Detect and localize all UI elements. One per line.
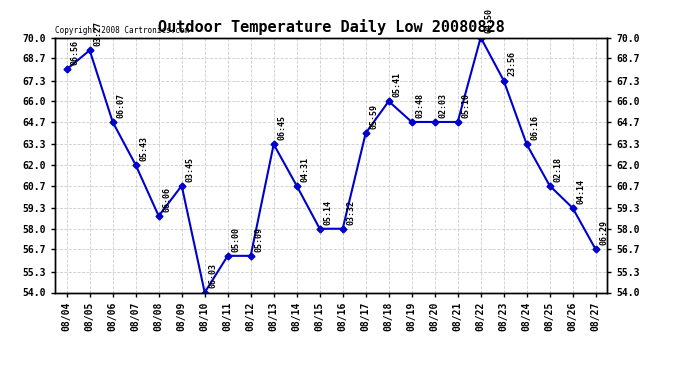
Text: 06:03: 06:03 [209,263,218,288]
Text: 05:41: 05:41 [393,72,402,97]
Text: 03:27: 03:27 [94,21,103,46]
Text: 05:43: 05:43 [140,136,149,161]
Text: 02:18: 02:18 [554,156,563,182]
Text: 06:56: 06:56 [71,40,80,65]
Text: 05:59: 05:59 [370,104,379,129]
Text: 06:45: 06:45 [278,115,287,140]
Text: Copyright 2008 Cartronics.com: Copyright 2008 Cartronics.com [55,26,189,35]
Text: 03:32: 03:32 [347,200,356,225]
Title: Outdoor Temperature Daily Low 20080828: Outdoor Temperature Daily Low 20080828 [158,19,504,35]
Text: 06:07: 06:07 [117,93,126,118]
Text: 06:06: 06:06 [163,187,172,212]
Text: 05:10: 05:10 [462,93,471,118]
Text: 06:16: 06:16 [531,115,540,140]
Text: 06:29: 06:29 [600,220,609,245]
Text: 05:00: 05:00 [232,226,241,252]
Text: 23:56: 23:56 [508,51,517,76]
Text: 04:50: 04:50 [485,8,494,33]
Text: 05:14: 05:14 [324,200,333,225]
Text: 04:14: 04:14 [577,179,586,204]
Text: 04:31: 04:31 [301,156,310,182]
Text: 03:48: 03:48 [416,93,425,118]
Text: 02:03: 02:03 [439,93,448,118]
Text: 03:45: 03:45 [186,156,195,182]
Text: 05:09: 05:09 [255,226,264,252]
